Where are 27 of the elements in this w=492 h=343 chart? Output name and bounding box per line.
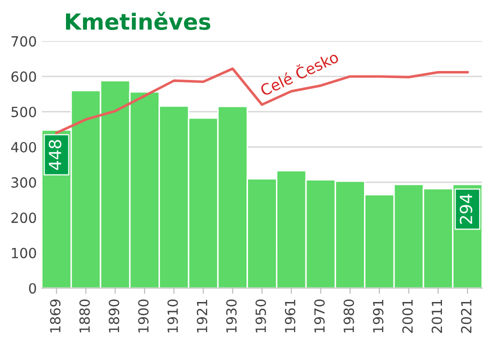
y-tick-label: 0	[29, 283, 36, 294]
y-tick-label: 200	[11, 212, 36, 224]
x-tick-label: 1980	[344, 299, 354, 332]
x-tick-label: 1900	[138, 299, 149, 332]
x-tick-label: 1910	[167, 299, 178, 332]
data-label: 294	[460, 194, 472, 224]
x-tick-label: 1869	[50, 300, 61, 332]
x-tick-label: 2021	[461, 300, 472, 333]
x-tick-label: 1950	[256, 299, 266, 332]
x-tick-label: 1890	[108, 299, 120, 332]
y-tick-label: 400	[11, 142, 36, 152]
x-tick-label: 2011	[432, 300, 442, 333]
x-tick-label: 1991	[372, 300, 384, 332]
y-tick-label: 300	[12, 177, 36, 188]
y-tick-label: 600	[11, 71, 36, 82]
y-tick-label: 500	[12, 106, 36, 118]
x-tick-label: 1880	[79, 299, 90, 332]
x-tick-label: 1961	[284, 300, 296, 332]
x-tick-label: 1930	[226, 299, 237, 332]
x-tick-label: 1970	[314, 299, 325, 332]
y-tick-label: 100	[12, 248, 36, 258]
chart-title: Kmetiněves	[66, 12, 210, 30]
data-label: 448	[48, 140, 62, 170]
x-tick-label: 1921	[196, 300, 208, 332]
x-tick-label: 2001	[402, 300, 413, 333]
y-tick-label: 700	[12, 36, 36, 47]
text: Celé Česko	[258, 48, 340, 96]
